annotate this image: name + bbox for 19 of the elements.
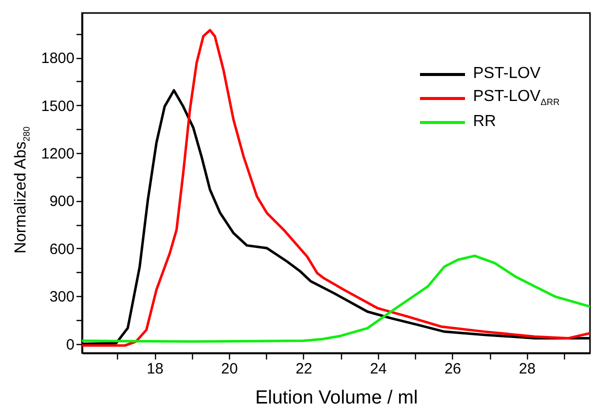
x-tick-label: 26: [444, 360, 462, 378]
line-series: [82, 28, 590, 347]
line-series: [82, 254, 590, 343]
y-tick-label: 0: [66, 336, 74, 354]
y-tick-label: 900: [49, 193, 74, 210]
x-tick-label: 24: [370, 360, 387, 378]
y-tick-label: 300: [49, 288, 74, 306]
y-tick-label: 600: [49, 240, 74, 258]
x-tick-label: 20: [221, 360, 238, 378]
x-axis-title: Elution Volume / ml: [255, 388, 418, 408]
y-tick-label: 1800: [41, 50, 74, 68]
legend-label: PST-LOV: [473, 65, 541, 83]
legend-label: RR: [473, 113, 496, 131]
x-tick-label: 18: [146, 360, 164, 378]
x-tick-label: 22: [296, 360, 312, 378]
legend-label: PST-LOV$_{ΔRR}$: [473, 88, 560, 108]
y-tick-label: 1500: [41, 98, 74, 115]
y-tick-label: 1200: [41, 146, 74, 163]
x-tick-label: 28: [518, 360, 536, 378]
